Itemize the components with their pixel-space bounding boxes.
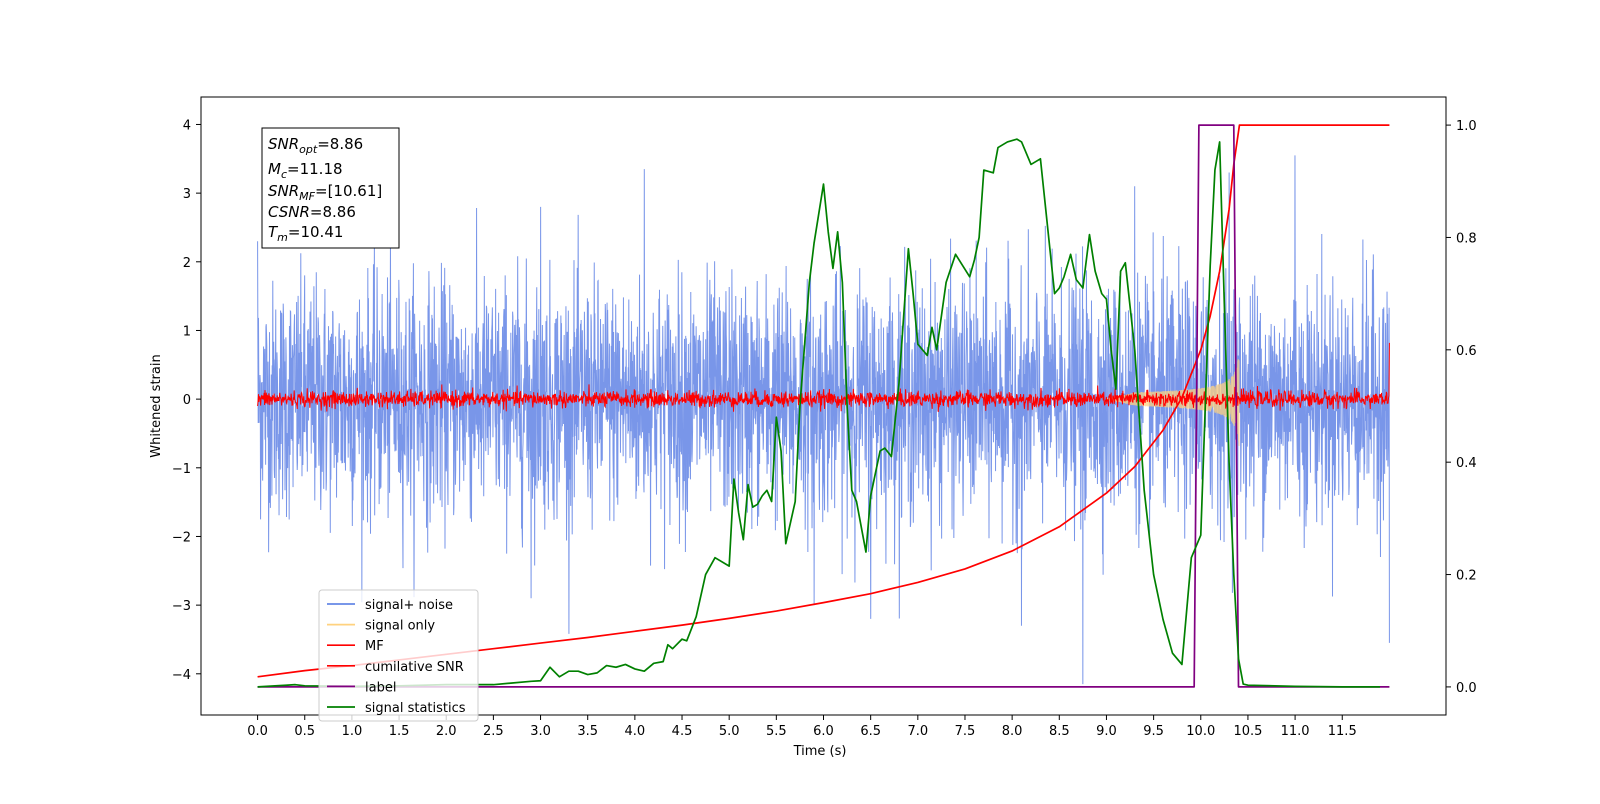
y-tick-label: −4 [172, 668, 191, 683]
x-tick-label: 1.0 [342, 724, 363, 739]
x-tick-label: 11.0 [1281, 724, 1310, 739]
legend-label: signal+ noise [365, 598, 453, 613]
y2-tick-label: 0.4 [1456, 456, 1477, 471]
legend-item-mf: MF [327, 639, 384, 654]
annotation-snr-mf: SNRMF=[10.61] [268, 182, 382, 203]
x-tick-label: 5.0 [719, 724, 740, 739]
x-tick-label: 2.5 [483, 724, 504, 739]
x-tick-label: 9.5 [1143, 724, 1164, 739]
x-tick-label: 0.5 [294, 724, 315, 739]
legend-item-label: label [327, 680, 396, 695]
x-tick-label: 4.0 [625, 724, 646, 739]
legend-item-signal-only: signal only [327, 619, 435, 634]
annotation-box: SNRopt=8.86 Mc=11.18 SNRMF=[10.61] CSNR=… [261, 127, 400, 249]
legend-label: signal only [365, 619, 435, 634]
annotation-frame [261, 127, 400, 249]
x-tick-label: 9.0 [1096, 724, 1117, 739]
y-tick-label: 3 [183, 187, 191, 202]
x-tick-label: 3.0 [530, 724, 551, 739]
y-tick-label: −2 [172, 530, 191, 545]
right-axis: 0.0 0.2 0.4 0.6 0.8 1.0 [1446, 119, 1477, 696]
legend-frame [318, 589, 479, 722]
annotation-tm: Tm=10.41 [268, 223, 343, 244]
legend-item-signal-statistics: signal statistics [327, 701, 466, 716]
x-axis-label: Time (s) [793, 744, 847, 759]
legend-label: signal statistics [365, 701, 466, 716]
x-tick-label: 6.0 [813, 724, 834, 739]
x-tick-label: 8.0 [1002, 724, 1023, 739]
y-tick-label: −1 [172, 462, 191, 477]
y-tick-label: 2 [183, 256, 191, 271]
series-signal-statistics [257, 138, 1380, 688]
legend-item-signal-noise: signal+ noise [327, 598, 453, 613]
series-mf [257, 342, 1390, 413]
y2-tick-label: 1.0 [1456, 119, 1477, 134]
x-tick-label: 7.5 [955, 724, 976, 739]
annotation-csnr: CSNR=8.86 [268, 203, 356, 221]
legend-item-cumilative-snr: cumilative SNR [327, 660, 464, 675]
legend-label: label [365, 680, 396, 695]
x-tick-label: 10.5 [1233, 724, 1262, 739]
x-tick-label: 10.0 [1186, 724, 1215, 739]
y-tick-label: 1 [183, 324, 191, 339]
legend: signal+ noise signal only MF cumilative SNR… [318, 589, 479, 722]
x-tick-label: 8.5 [1049, 724, 1070, 739]
annotation-snr-opt: SNRopt=8.86 [268, 135, 363, 156]
left-axis: −4 −3 −2 −1 0 1 2 3 4 [172, 118, 201, 683]
x-tick-label: 1.5 [389, 724, 410, 739]
x-tick-label: 11.5 [1328, 724, 1357, 739]
y-axis-label: Whitened strain [149, 354, 164, 457]
y2-tick-label: 0.2 [1456, 569, 1477, 584]
y2-tick-label: 0.0 [1456, 681, 1477, 696]
x-tick-label: 5.5 [766, 724, 787, 739]
x-tick-label: 6.5 [860, 724, 881, 739]
legend-label: MF [365, 639, 384, 654]
annotation-mc: Mc=11.18 [268, 160, 343, 181]
x-tick-label: 2.0 [436, 724, 457, 739]
x-tick-label: 0.0 [247, 724, 268, 739]
x-axis: 0.0 0.5 1.0 1.5 2.0 2.5 3.0 3.5 4.0 4.5 5.0 5.5 6.0 6… [247, 715, 1357, 739]
y-tick-label: 4 [183, 118, 191, 133]
y2-tick-label: 0.6 [1456, 344, 1477, 359]
x-tick-label: 7.0 [907, 724, 928, 739]
x-tick-label: 4.5 [672, 724, 693, 739]
y-tick-label: −3 [172, 599, 191, 614]
y-tick-label: 0 [183, 393, 191, 408]
legend-label: cumilative SNR [365, 660, 464, 675]
y2-tick-label: 0.8 [1456, 231, 1477, 246]
x-tick-label: 3.5 [577, 724, 598, 739]
